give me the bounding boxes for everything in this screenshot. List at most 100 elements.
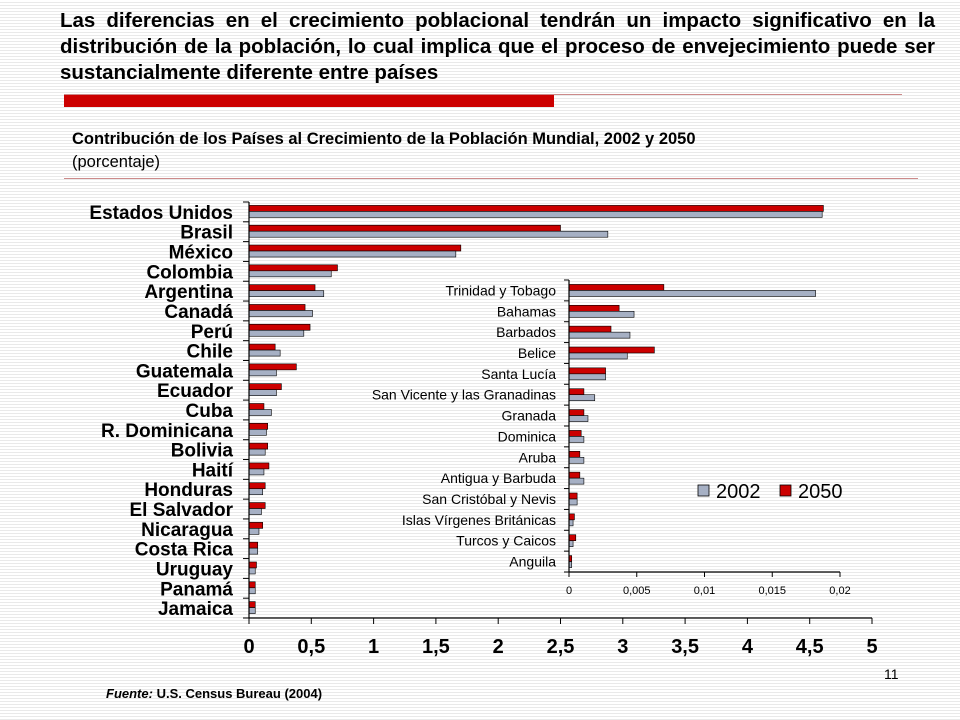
inset-x-tick-label: 0,01: [694, 585, 715, 597]
inset-category-label: Islas Vírgenes Británicas: [402, 512, 556, 528]
inset-bar-2002-santa-lucia: [568, 373, 606, 381]
category-label: Haití: [192, 460, 234, 481]
bar-2002-guatemala: [248, 369, 277, 377]
source-note: Fuente: U.S. Census Bureau (2004): [106, 686, 322, 701]
category-label: México: [169, 243, 233, 264]
inset-bar-2002-aruba: [568, 456, 585, 464]
bar-2050-argentina: [248, 284, 316, 291]
bar-2050-colombia: [248, 264, 338, 272]
bar-2050-haiti: [248, 462, 270, 470]
bar-2002-el-salvador: [248, 508, 262, 515]
inset-x-tick-label: 0,005: [623, 585, 651, 597]
inset-bar-2050-santa-lucia: [568, 367, 606, 375]
inset-bar-2050-bahamas: [568, 304, 620, 312]
inset-bar-2050-turcos-y-caicos: [568, 534, 577, 542]
inset-bar-2002-dominica: [568, 436, 585, 443]
inset-bar-2050-granada: [568, 409, 585, 416]
bar-2002-ecuador: [248, 389, 277, 396]
inset-bar-2002-san-cristobal-y-nevis: [568, 498, 578, 506]
bar-2050-bolivia: [248, 442, 268, 450]
bar-2002-r-dominicana: [248, 429, 267, 436]
chart-title: Contribución de los Países al Crecimient…: [72, 130, 696, 148]
inset-bar-2002-turcos-y-caicos: [568, 540, 574, 548]
bar-2050-nicaragua: [248, 522, 264, 529]
bar-2002-honduras: [248, 488, 264, 496]
inset-category-label: Turcos y Caicos: [456, 533, 556, 549]
inset-bar-2050-islas-virgenes-britanicas: [568, 513, 575, 521]
inset-x-tick-label: 0,015: [758, 585, 786, 597]
category-label: Jamaica: [158, 599, 233, 620]
inset-bar-2002-san-vicente-y-las-granadinas: [568, 394, 596, 402]
category-label: Uruguay: [156, 559, 234, 580]
bar-2050-honduras: [248, 482, 266, 490]
inset-category-label: Bahamas: [497, 303, 556, 319]
bar-2002-costa-rica: [248, 547, 259, 555]
bar-2050-mexico: [248, 244, 462, 252]
bar-2050-peru: [248, 323, 311, 331]
inset-category-label: Anguila: [509, 554, 556, 570]
main-bar-chart: Estados UnidosBrasilMéxicoColombiaArgent…: [89, 201, 878, 658]
inset-x-tick-label: 0,02: [829, 585, 850, 597]
inset-bar-2002-islas-virgenes-britanicas: [568, 519, 574, 527]
slide-heading: Las diferencias en el crecimiento poblac…: [60, 9, 935, 84]
category-label: Ecuador: [157, 381, 234, 402]
inset-category-label: San Cristóbal y Nevis: [422, 491, 556, 507]
category-label: Brasil: [180, 223, 233, 244]
accent-bar: [64, 95, 554, 107]
legend-swatch-2050: [779, 484, 792, 497]
legend-label-2002: 2002: [716, 481, 761, 503]
bar-2002-estados-unidos: [248, 211, 823, 218]
bar-2002-haiti: [248, 468, 265, 476]
category-label: R. Dominicana: [101, 421, 233, 442]
category-label: Guatemala: [136, 361, 234, 382]
inset-bar-2050-san-vicente-y-las-granadinas: [568, 388, 585, 396]
category-label: Canadá: [164, 302, 233, 323]
bar-2002-bolivia: [248, 448, 266, 456]
bar-2050-el-salvador: [248, 502, 266, 509]
inset-category-label: San Vicente y las Granadinas: [372, 387, 556, 403]
inset-category-label: Aruba: [519, 449, 557, 465]
x-tick-label: 3: [617, 636, 628, 658]
inset-bar-2050-barbados: [568, 325, 612, 333]
bar-2050-guatemala: [248, 363, 297, 371]
x-tick-label: 2: [493, 636, 504, 658]
inset-bar-2050-san-cristobal-y-nevis: [568, 492, 578, 500]
bar-2002-jamaica: [248, 607, 256, 614]
inset-bar-2002-belice: [568, 352, 628, 360]
category-label: Bolivia: [171, 441, 234, 462]
inset-bar-2050-aruba: [568, 450, 581, 458]
inset-bar-2002-antigua-y-barbuda: [568, 477, 585, 485]
x-tick-label: 4: [742, 636, 754, 658]
inset-bar-2050-dominica: [568, 430, 582, 437]
x-tick-label: 3,5: [671, 636, 699, 658]
bar-2002-argentina: [248, 290, 325, 297]
bar-2002-chile: [248, 349, 281, 357]
bar-2050-costa-rica: [248, 541, 259, 549]
legend-label-2050: 2050: [798, 481, 843, 503]
source-text: U.S. Census Bureau (2004): [156, 686, 323, 701]
category-label: Estados Unidos: [89, 203, 233, 224]
bar-2050-cuba: [248, 403, 265, 410]
bar-2050-jamaica: [248, 601, 256, 608]
category-label: Perú: [191, 322, 233, 343]
category-label: Colombia: [146, 262, 233, 283]
inset-category-label: Santa Lucía: [481, 366, 556, 382]
category-label: Argentina: [144, 282, 233, 303]
bar-2002-nicaragua: [248, 528, 260, 535]
inset-x-tick-label: 0: [566, 585, 572, 597]
category-label: El Salvador: [130, 500, 234, 521]
inset-bar-2002-bahamas: [568, 310, 635, 318]
inset-category-label: Trinidad y Tobago: [445, 282, 556, 298]
heading-divider: [64, 94, 902, 95]
bar-2050-uruguay: [248, 561, 257, 569]
category-label: Cuba: [186, 401, 234, 422]
inset-bar-2050-belice: [568, 346, 655, 354]
category-label: Nicaragua: [141, 520, 233, 541]
bar-2002-peru: [248, 329, 305, 337]
bar-2050-brasil: [248, 224, 561, 232]
bar-2050-canada: [248, 304, 306, 311]
category-label: Honduras: [144, 480, 233, 501]
inset-bar-2050-trinidad-y-tobago: [568, 284, 665, 291]
x-tick-label: 0: [243, 636, 254, 658]
